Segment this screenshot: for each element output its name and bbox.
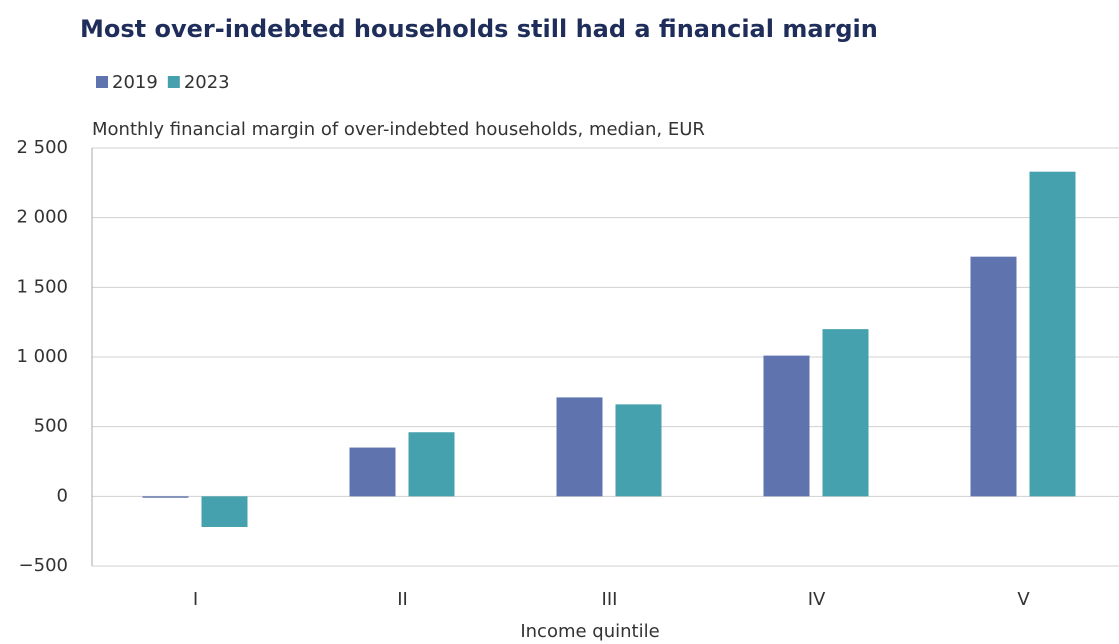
x-axis-title: Income quintile (520, 621, 659, 642)
x-tick-label: IV (808, 589, 826, 610)
y-tick-label: 0 (57, 485, 68, 506)
legend-label: 2023 (184, 72, 230, 93)
y-tick-label: 1 000 (16, 346, 68, 367)
x-tick-label: V (1017, 589, 1030, 610)
bar (1029, 171, 1076, 497)
y-tick-label: 500 (34, 416, 68, 437)
bar (142, 496, 189, 498)
y-tick-label: 1 500 (16, 276, 68, 297)
x-tick-label: I (193, 589, 198, 610)
subtitle: Monthly financial margin of over-indebte… (92, 119, 705, 140)
bar (615, 404, 662, 497)
x-tick-label: II (397, 589, 408, 610)
bar (763, 355, 810, 497)
y-tick-label: −500 (19, 555, 68, 576)
legend-swatch (96, 76, 108, 88)
y-tick-label: 2 500 (16, 137, 68, 158)
bar (201, 496, 248, 527)
legend-label: 2019 (112, 72, 158, 93)
bar (822, 329, 869, 497)
bar (408, 432, 455, 497)
x-tick-label: III (602, 589, 618, 610)
chart-title: Most over-indebted households still had … (80, 15, 878, 43)
legend-swatch (167, 76, 180, 88)
bar (970, 256, 1017, 497)
bar (349, 447, 396, 497)
bar (556, 397, 603, 497)
y-tick-label: 2 000 (16, 207, 68, 228)
